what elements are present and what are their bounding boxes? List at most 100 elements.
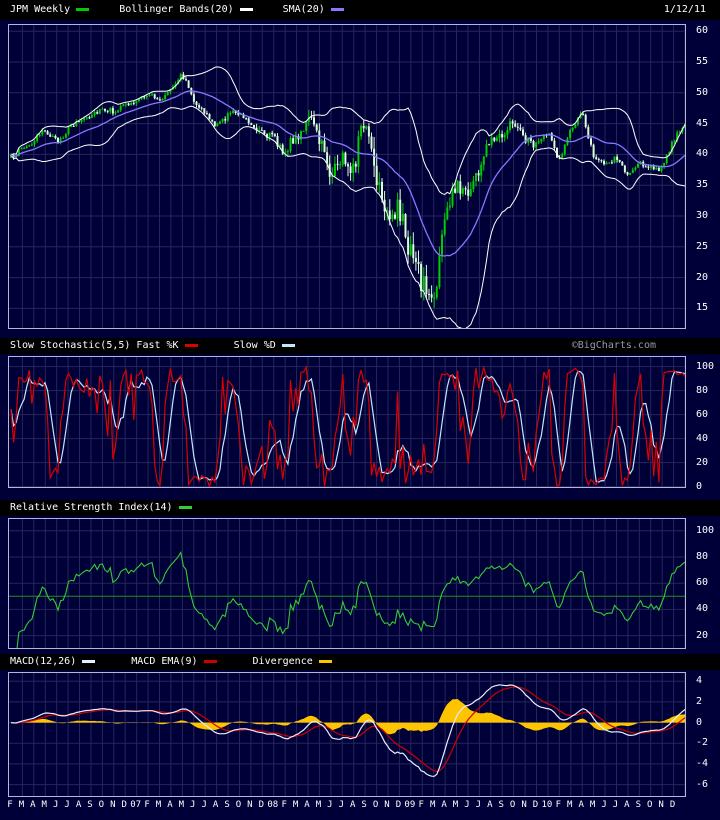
- y-axis-tick: 15: [696, 302, 709, 314]
- macd-legend-bar: MACD(12,26) MACD EMA(9) Divergence: [0, 654, 720, 670]
- stoch-d-label: Slow %D: [233, 340, 276, 351]
- x-axis-label: J: [201, 800, 207, 810]
- x-axis-label: D: [532, 800, 539, 810]
- macd-chart: [8, 672, 686, 797]
- price-series-swatch: [76, 7, 90, 11]
- x-axis-label: J: [464, 800, 470, 810]
- x-axis-label: O: [235, 800, 242, 810]
- price-chart: [8, 24, 686, 329]
- x-axis-label: M: [18, 800, 25, 810]
- x-axis-label: D: [395, 800, 402, 810]
- x-axis-label: 10: [541, 800, 553, 810]
- y-axis-tick: 45: [696, 117, 709, 129]
- legend-item-stoch-d: Slow %D: [234, 340, 295, 351]
- x-axis-label: M: [41, 800, 47, 810]
- x-axis-label: J: [327, 800, 333, 810]
- x-axis-label: J: [338, 800, 344, 810]
- y-axis-tick: 4: [696, 675, 703, 687]
- x-axis-label: O: [372, 800, 379, 810]
- x-axis-label: M: [155, 800, 162, 810]
- x-axis-label: A: [212, 800, 219, 810]
- x-axis-label: 08: [267, 800, 279, 810]
- y-axis-tick: 60: [696, 25, 709, 37]
- y-axis-tick: 40: [696, 148, 709, 160]
- y-axis-tick: 60: [696, 577, 709, 589]
- x-axis-label: M: [178, 800, 185, 810]
- macd-ema-label: MACD EMA(9): [131, 656, 198, 667]
- y-axis-tick: 0: [696, 716, 703, 728]
- x-axis-label: N: [384, 800, 390, 810]
- macd-label: MACD(12,26): [10, 656, 77, 667]
- x-axis-label: J: [612, 800, 619, 810]
- y-axis-tick: 25: [696, 240, 709, 252]
- x-axis-label: J: [64, 800, 70, 810]
- x-axis-label: D: [121, 800, 127, 810]
- x-axis-label: F: [7, 800, 13, 810]
- x-axis-label: S: [635, 800, 642, 810]
- x-axis-label: A: [578, 800, 584, 810]
- legend-item-price: JPM Weekly: [10, 0, 90, 20]
- x-axis-label: A: [487, 800, 493, 810]
- x-axis-label: A: [441, 800, 447, 810]
- divergence-label: Divergence: [252, 656, 313, 667]
- x-axis-label: A: [30, 800, 36, 810]
- y-axis-tick: 30: [696, 210, 709, 221]
- x-axis-label: D: [669, 800, 676, 810]
- x-axis-label: S: [498, 800, 504, 810]
- y-axis-tick: 2: [696, 695, 703, 707]
- stoch-k-swatch: [184, 343, 198, 347]
- x-axis-label: 07: [130, 800, 142, 810]
- rsi-swatch: [178, 505, 192, 509]
- x-axis-label: N: [521, 800, 527, 810]
- y-axis-tick: 55: [696, 55, 709, 67]
- chart-date: 1/12/11: [663, 4, 706, 15]
- x-axis-label: A: [75, 800, 82, 810]
- x-axis-label: S: [87, 800, 93, 810]
- y-axis-tick: 80: [696, 384, 709, 396]
- x-axis-label: M: [292, 800, 299, 810]
- macd-swatch: [82, 659, 96, 663]
- macd-ema-swatch: [203, 659, 217, 663]
- rsi-panel: 100 80 60 40 20: [8, 518, 720, 649]
- x-axis-label: S: [361, 800, 367, 810]
- x-axis-label: F: [555, 800, 562, 810]
- x-axis-label: A: [624, 800, 630, 810]
- y-axis-tick: 40: [696, 603, 709, 615]
- x-axis-label: F: [144, 800, 150, 810]
- price-legend-bar: JPM Weekly Bollinger Bands(20) SMA(20) 1…: [0, 0, 720, 20]
- y-axis-tick: 20: [696, 629, 709, 641]
- x-axis-label: M: [567, 800, 573, 810]
- y-axis-tick: 80: [696, 550, 709, 562]
- x-axis-label: 09: [404, 800, 416, 810]
- price-panel: 60 55 50 45 40 35 30 25 20 15: [8, 24, 720, 329]
- x-axis-label: D: [258, 800, 265, 810]
- price-series-label: JPM Weekly: [10, 4, 71, 15]
- rsi-label: Relative Strength Index(14): [10, 502, 173, 513]
- stochastic-chart: [8, 356, 686, 488]
- x-axis-label: S: [224, 800, 230, 810]
- sma-label: SMA(20): [282, 4, 325, 15]
- x-axis-label: N: [658, 800, 664, 810]
- legend-item-bollinger: Bollinger Bands(20): [119, 0, 253, 20]
- legend-item-sma: SMA(20): [283, 0, 344, 20]
- y-axis-tick: 0: [696, 480, 703, 492]
- x-axis-label: N: [110, 800, 116, 810]
- x-axis-label: F: [418, 800, 424, 810]
- x-axis-label: M: [429, 800, 436, 810]
- y-axis-tick: -2: [696, 737, 709, 749]
- x-axis-label: A: [349, 800, 356, 810]
- bigcharts-watermark: ©BigCharts.com: [571, 340, 656, 351]
- x-axis-label: A: [304, 800, 310, 810]
- x-axis-label: O: [509, 800, 516, 810]
- macd-panel: 4 2 0 -2 -4 -6: [8, 672, 720, 797]
- stochastic-panel: 100 80 60 40 20 0: [8, 356, 720, 492]
- legend-item-macd: MACD(12,26): [10, 656, 96, 667]
- bollinger-label: Bollinger Bands(20): [119, 4, 234, 15]
- x-axis-label: J: [601, 800, 607, 810]
- y-axis-tick: 35: [696, 179, 709, 191]
- x-axis-label: M: [589, 800, 596, 810]
- legend-item-rsi: Relative Strength Index(14): [10, 502, 192, 513]
- legend-item-stoch-k: Slow Stochastic(5,5) Fast %K: [10, 340, 198, 351]
- rsi-chart: [8, 518, 686, 649]
